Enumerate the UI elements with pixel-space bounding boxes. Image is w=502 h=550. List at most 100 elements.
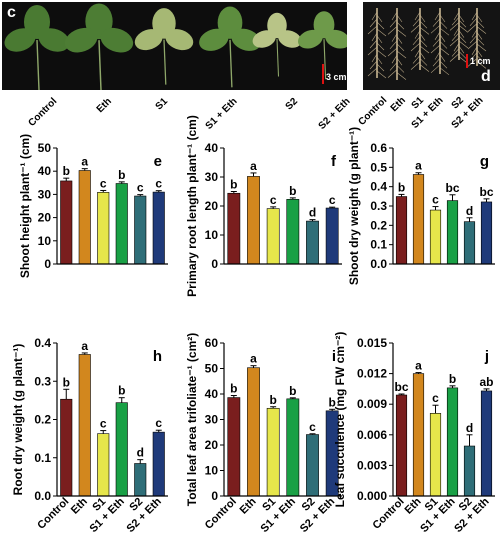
scale-bar: [466, 54, 468, 68]
y-axis-label: Root dry weight (g plant⁻¹): [11, 344, 25, 496]
bar: [395, 196, 408, 265]
y-axis-label: Leaf succulence (mg FW cm⁻²): [333, 332, 347, 508]
y-tick-label: 50: [38, 141, 52, 155]
x-tick-label: Control: [203, 496, 239, 532]
significance-letter: d: [466, 421, 473, 435]
y-tick-label: 30: [205, 170, 219, 184]
significance-letter: b: [230, 178, 237, 192]
y-tick-label: 40: [38, 164, 52, 178]
root-system: [467, 8, 487, 69]
significance-letter: d: [466, 204, 473, 218]
bar: [266, 208, 280, 265]
significance-letter: bc: [445, 181, 459, 195]
significance-letter: d: [309, 206, 316, 220]
x-tick-label: S2 + Eth: [452, 495, 492, 535]
significance-letter: ab: [479, 375, 493, 389]
bar: [78, 354, 91, 497]
leaf-photo-panel: c 3 cm: [2, 2, 347, 90]
significance-letter: c: [100, 176, 107, 190]
y-tick-label: 0.2: [34, 413, 51, 427]
y-tick-label: 50: [205, 362, 219, 376]
panel-letter: f: [331, 153, 337, 170]
significance-letter: c: [329, 193, 336, 207]
y-tick-label: 0.4: [370, 180, 387, 194]
x-tick-label: S1 + Eth: [418, 495, 458, 535]
bar: [60, 180, 73, 265]
bar: [395, 394, 408, 497]
scale-bar-label: 3 cm: [326, 72, 347, 82]
x-tick-label: Eth: [403, 495, 424, 516]
y-tick-label: 0: [211, 489, 218, 503]
significance-letter: a: [250, 352, 257, 366]
significance-letter: b: [230, 382, 237, 396]
significance-letter: b: [328, 395, 335, 409]
scale-bar: [322, 64, 324, 84]
significance-letter: b: [63, 164, 70, 178]
significance-letter: b: [269, 393, 276, 407]
significance-letter: b: [118, 168, 125, 182]
bar: [412, 174, 425, 265]
panel-tag-c: c: [7, 4, 16, 21]
significance-letter: b: [289, 384, 296, 398]
panel-letter: h: [153, 348, 162, 365]
y-tick-label: 0.000: [357, 489, 387, 503]
y-tick-label: 0.1: [34, 451, 51, 465]
y-axis-label: Shoot height plant⁻¹ (cm): [18, 134, 32, 278]
significance-letter: b: [398, 180, 405, 194]
significance-letter: b: [289, 184, 296, 198]
root-system: [410, 8, 430, 72]
significance-letter: c: [432, 391, 439, 405]
significance-letter: bc: [394, 380, 408, 394]
bar: [227, 192, 241, 265]
y-axis-label: Shoot dry weight (g plant⁻¹): [347, 127, 361, 285]
significance-letter: a: [250, 159, 257, 173]
y-axis-label: Total leaf area trifoliate⁻¹ (cm²): [185, 333, 199, 506]
y-tick-label: 30: [205, 413, 219, 427]
significance-letter: c: [100, 417, 107, 431]
bar: [247, 367, 260, 497]
y-tick-label: 0.2: [370, 218, 387, 232]
significance-letter: c: [432, 193, 439, 207]
y-tick-label: 20: [38, 211, 52, 225]
y-tick-label: 40: [205, 387, 219, 401]
root-system: [387, 8, 407, 80]
significance-letter: b: [63, 375, 70, 389]
significance-letter: c: [309, 420, 316, 434]
bar: [115, 183, 128, 265]
trifoliate-leaf: [199, 6, 261, 88]
significance-letter: d: [137, 446, 144, 460]
bar: [463, 221, 476, 265]
root-system: [430, 8, 450, 76]
bar: [325, 207, 339, 265]
root-system: [449, 8, 469, 64]
bar: [446, 200, 459, 265]
significance-letter: bc: [479, 185, 493, 199]
chart-panel-j: 0.0000.0030.0060.0090.0120.015bcControla…: [333, 332, 495, 535]
panel-tag-d: d: [481, 68, 491, 85]
y-tick-label: 10: [205, 228, 219, 242]
y-tick-label: 0: [211, 257, 218, 271]
bar: [97, 192, 110, 265]
panel-letter: i: [332, 348, 336, 365]
bar: [429, 413, 442, 497]
bar: [227, 397, 241, 497]
root-photo-panel: 1 cm d: [363, 2, 500, 90]
bar: [152, 431, 165, 497]
y-tick-label: 40: [205, 141, 219, 155]
y-tick-label: 0.6: [370, 141, 387, 155]
bar: [152, 191, 165, 265]
bar: [266, 407, 280, 497]
y-tick-label: 0.4: [34, 336, 51, 350]
bar: [115, 402, 128, 497]
significance-letter: a: [415, 159, 422, 173]
bar: [286, 199, 300, 265]
panel-letter: j: [484, 348, 489, 365]
significance-letter: c: [137, 181, 144, 195]
significance-letter: a: [415, 359, 422, 373]
